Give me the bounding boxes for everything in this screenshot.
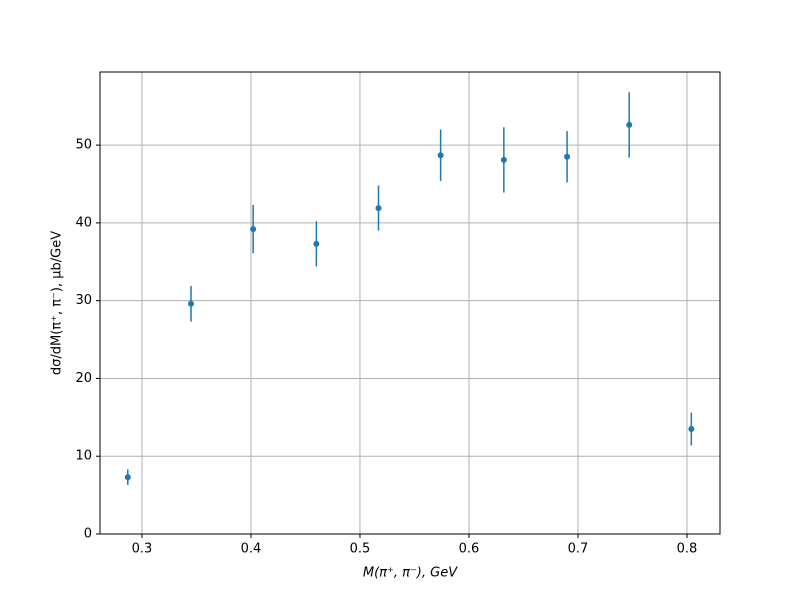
data-point: [188, 300, 195, 307]
y-tick-label: 0: [84, 527, 92, 542]
y-tick-label: 50: [75, 138, 92, 153]
data-point: [564, 153, 571, 160]
x-tick-label: 0.4: [241, 542, 262, 557]
x-tick-label: 0.3: [132, 542, 153, 557]
x-tick-label: 0.6: [459, 542, 480, 557]
data-point: [626, 121, 633, 128]
y-tick-label: 20: [75, 371, 92, 386]
data-point: [124, 474, 131, 481]
y-tick-label: 40: [75, 215, 92, 230]
data-point: [500, 156, 507, 163]
data-point: [313, 240, 320, 247]
y-tick-label: 30: [75, 293, 92, 308]
data-point: [688, 426, 695, 432]
y-axis-label: dσ/dM(π⁺, π⁻), μb/GeV: [50, 231, 65, 375]
x-tick-label: 0.7: [568, 542, 589, 557]
axes-frame: [99, 71, 721, 535]
data-point: [437, 152, 444, 159]
data-point: [375, 205, 382, 212]
y-tick-label: 10: [75, 449, 92, 464]
x-tick-label: 0.8: [677, 542, 698, 557]
x-axis-label: M(π⁺, π⁻), GeV: [363, 566, 458, 581]
data-point: [250, 226, 257, 233]
x-tick-label: 0.5: [350, 542, 371, 557]
